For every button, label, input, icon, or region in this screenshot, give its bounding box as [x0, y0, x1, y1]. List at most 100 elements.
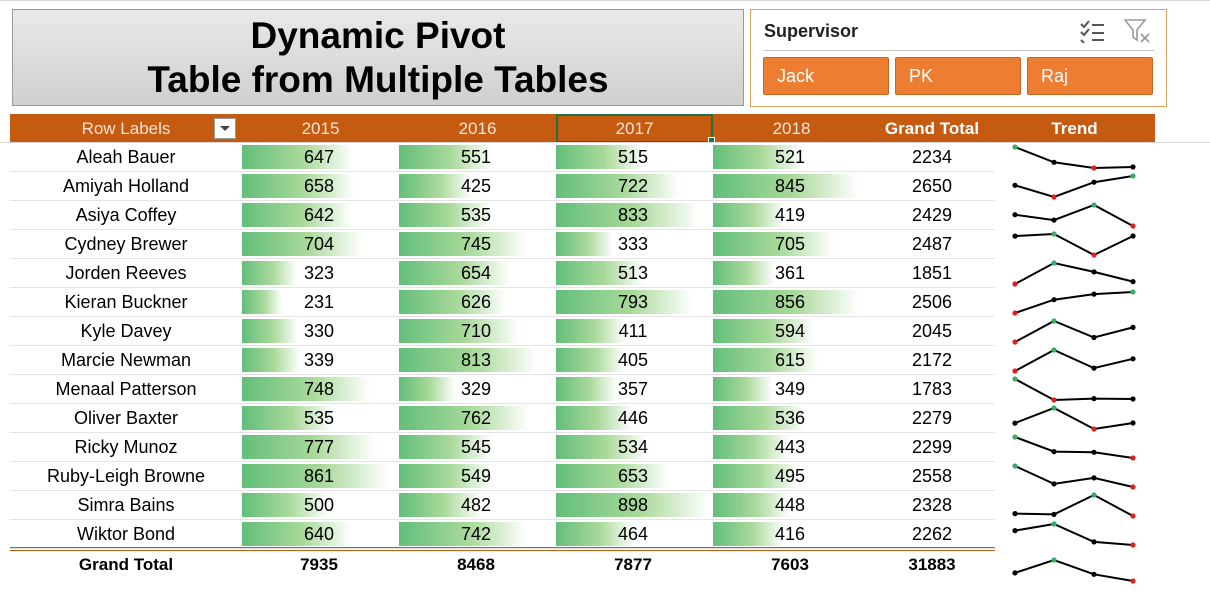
row-label[interactable]: Simra Bains [77, 495, 175, 515]
value-cell[interactable]: 704 [242, 230, 396, 259]
row-label[interactable]: Marcie Newman [60, 350, 192, 370]
grand-total-2018[interactable]: 7603 [771, 555, 809, 574]
slicer-item-pk[interactable]: PK [895, 57, 1021, 95]
grand-total-2015[interactable]: 7935 [300, 555, 338, 574]
row-labels-filter-button[interactable] [214, 118, 236, 139]
value-cell[interactable]: 535 [399, 201, 553, 230]
value-cell[interactable]: 513 [556, 259, 710, 288]
value-cell[interactable]: 642 [242, 201, 396, 230]
value-cell[interactable]: 416 [713, 520, 867, 549]
value-cell[interactable]: 339 [242, 346, 396, 375]
row-label[interactable]: Ricky Munoz [74, 437, 178, 457]
value-cell[interactable]: 748 [242, 375, 396, 404]
value-cell[interactable]: 536 [713, 404, 867, 433]
header-row-labels[interactable]: Row Labels [10, 114, 242, 143]
slicer-item-raj[interactable]: Raj [1027, 57, 1153, 95]
value-cell[interactable]: 500 [242, 491, 396, 520]
row-label[interactable]: Oliver Baxter [73, 408, 179, 428]
row-grand-total[interactable]: 1783 [911, 379, 953, 399]
row-grand-total[interactable]: 2172 [911, 350, 953, 370]
row-label[interactable]: Ruby-Leigh Browne [46, 466, 206, 486]
value-cell[interactable]: 861 [242, 462, 396, 491]
row-label[interactable]: Wiktor Bond [76, 524, 176, 544]
row-label[interactable]: Asiya Coffey [75, 205, 177, 225]
value-cell[interactable]: 231 [242, 288, 396, 317]
slicer-item-jack[interactable]: Jack [763, 57, 889, 95]
grand-total-label[interactable]: Grand Total [78, 555, 174, 574]
grand-total-overall[interactable]: 31883 [908, 555, 956, 574]
value-cell[interactable]: 330 [242, 317, 396, 346]
row-label[interactable]: Menaal Patterson [55, 379, 197, 399]
row-grand-total[interactable]: 2045 [911, 321, 953, 341]
value-cell[interactable]: 419 [713, 201, 867, 230]
value-cell[interactable]: 535 [242, 404, 396, 433]
header-year-2015[interactable]: 2015 [301, 119, 340, 138]
value-cell[interactable]: 594 [713, 317, 867, 346]
row-grand-total[interactable]: 2429 [911, 205, 953, 225]
row-grand-total[interactable]: 1851 [911, 263, 953, 283]
value-cell[interactable]: 551 [399, 143, 553, 172]
value-cell[interactable]: 443 [713, 433, 867, 462]
value-cell[interactable]: 658 [242, 172, 396, 201]
value-cell[interactable]: 898 [556, 491, 710, 520]
header-trend[interactable]: Trend [1051, 119, 1098, 138]
value-cell[interactable]: 654 [399, 259, 553, 288]
row-grand-total[interactable]: 2279 [911, 408, 953, 428]
row-label[interactable]: Amiyah Holland [62, 176, 190, 196]
value-cell[interactable]: 323 [242, 259, 396, 288]
value-cell[interactable]: 495 [713, 462, 867, 491]
value-cell[interactable]: 793 [556, 288, 710, 317]
value-cell[interactable]: 521 [713, 143, 867, 172]
value-cell[interactable]: 349 [713, 375, 867, 404]
row-grand-total[interactable]: 2234 [911, 147, 953, 167]
value-cell[interactable]: 845 [713, 172, 867, 201]
value-cell[interactable]: 361 [713, 259, 867, 288]
value-cell[interactable]: 482 [399, 491, 553, 520]
row-label[interactable]: Aleah Bauer [76, 147, 176, 167]
header-year-2017[interactable]: 2017 [556, 114, 713, 143]
row-grand-total[interactable]: 2487 [911, 234, 953, 254]
value-cell[interactable]: 405 [556, 346, 710, 375]
grand-total-2017[interactable]: 7877 [614, 555, 652, 574]
value-cell[interactable]: 626 [399, 288, 553, 317]
value-cell[interactable]: 448 [713, 491, 867, 520]
row-grand-total[interactable]: 2328 [911, 495, 953, 515]
row-label[interactable]: Kyle Davey [80, 321, 172, 341]
value-cell[interactable]: 813 [399, 346, 553, 375]
multi-select-icon[interactable] [1079, 19, 1105, 43]
value-cell[interactable]: 333 [556, 230, 710, 259]
row-label[interactable]: Cydney Brewer [64, 234, 188, 254]
row-grand-total[interactable]: 2299 [911, 437, 953, 457]
value-cell[interactable]: 745 [399, 230, 553, 259]
value-cell[interactable]: 411 [556, 317, 710, 346]
value-cell[interactable]: 710 [399, 317, 553, 346]
value-cell[interactable]: 549 [399, 462, 553, 491]
value-cell[interactable]: 640 [242, 520, 396, 549]
value-cell[interactable]: 705 [713, 230, 867, 259]
row-label[interactable]: Jorden Reeves [65, 263, 187, 283]
value-cell[interactable]: 425 [399, 172, 553, 201]
value-cell[interactable]: 833 [556, 201, 710, 230]
header-grand-total[interactable]: Grand Total [884, 119, 980, 138]
row-label[interactable]: Kieran Buckner [64, 292, 188, 312]
value-cell[interactable]: 446 [556, 404, 710, 433]
value-cell[interactable]: 329 [399, 375, 553, 404]
value-cell[interactable]: 653 [556, 462, 710, 491]
grand-total-2016[interactable]: 8468 [457, 555, 495, 574]
value-cell[interactable]: 357 [556, 375, 710, 404]
value-cell[interactable]: 515 [556, 143, 710, 172]
row-grand-total[interactable]: 2558 [911, 466, 953, 486]
value-cell[interactable]: 742 [399, 520, 553, 549]
value-cell[interactable]: 762 [399, 404, 553, 433]
row-grand-total[interactable]: 2262 [911, 524, 953, 544]
value-cell[interactable]: 545 [399, 433, 553, 462]
value-cell[interactable]: 777 [242, 433, 396, 462]
row-grand-total[interactable]: 2650 [911, 176, 953, 196]
selection-fill-handle[interactable] [708, 137, 715, 144]
value-cell[interactable]: 534 [556, 433, 710, 462]
value-cell[interactable]: 464 [556, 520, 710, 549]
clear-filter-icon[interactable] [1124, 18, 1152, 44]
value-cell[interactable]: 615 [713, 346, 867, 375]
value-cell[interactable]: 647 [242, 143, 396, 172]
header-year-2018[interactable]: 2018 [772, 119, 811, 138]
